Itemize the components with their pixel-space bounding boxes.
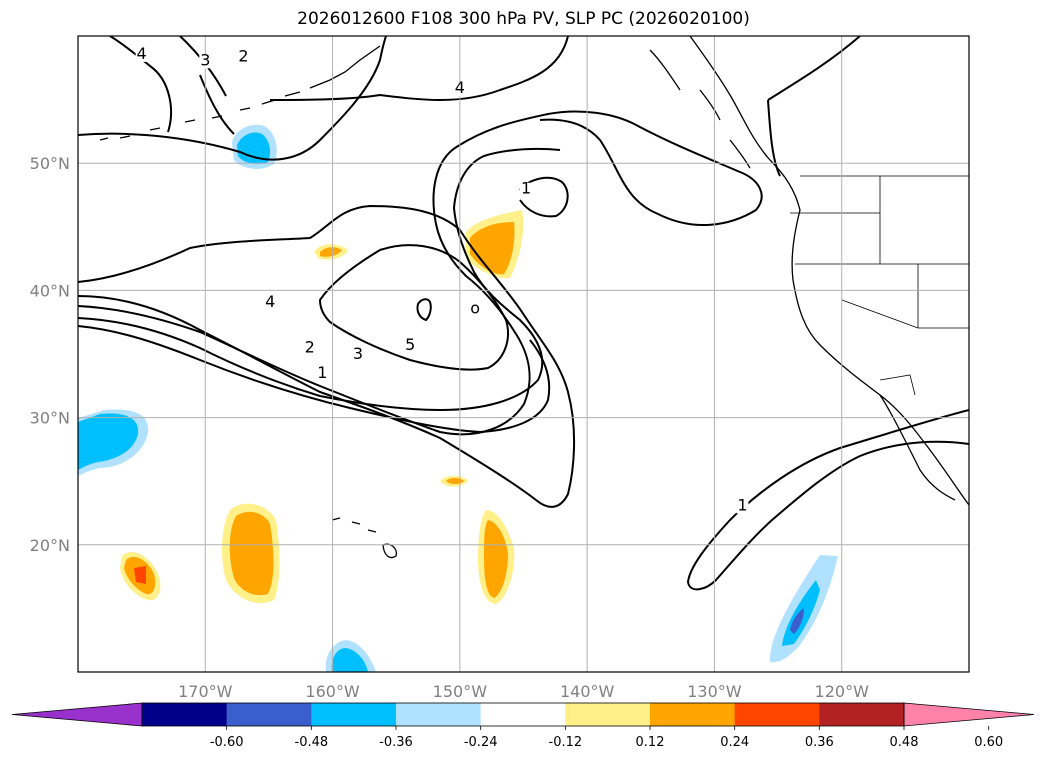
coastline-hawaii: [331, 517, 397, 559]
state-borders: [790, 175, 969, 396]
contour-label-bg: [736, 499, 749, 514]
contour-label-bg: [199, 54, 212, 69]
pv-anomaly-positive: [470, 222, 515, 275]
lon-tick-label: 170°W: [178, 682, 233, 701]
slp-contour: [519, 176, 569, 218]
latitude-labels: 20°N 30°N 40°N 50°N: [30, 154, 70, 555]
contour-label: 1: [737, 495, 747, 514]
slp-contour: [78, 36, 387, 161]
contour-label-bg: [237, 50, 250, 65]
colorbar-bin: [396, 703, 482, 726]
contour-labels: 4 3 2 4 1 4 o 2 3 5 1 1: [135, 44, 749, 514]
coastline-aleutians: [99, 45, 381, 141]
contour-label-bg: [352, 348, 365, 363]
contour-label: o: [470, 298, 480, 317]
contour-label-bg: [303, 341, 316, 356]
colorbar-bin: [819, 703, 905, 726]
colorbar-extend-max: [903, 702, 1035, 727]
colorbar-tick-label: -0.12: [549, 735, 583, 750]
slp-contour: [199, 74, 235, 135]
colorbar-tick-label: 0.12: [636, 735, 665, 750]
contour-label: 1: [521, 179, 531, 198]
colorbar-frame: [141, 702, 905, 727]
contour-label: 4: [265, 292, 275, 311]
colorbar-tick-label: 0.24: [720, 735, 749, 750]
coastline-islands: [649, 49, 751, 169]
contour-label: 1: [317, 363, 327, 382]
slp-contour: [318, 244, 509, 371]
slp-contour: [767, 36, 861, 101]
contour-label-bg: [404, 339, 417, 354]
contour-label: 5: [405, 335, 415, 354]
contour-label-bg: [453, 82, 466, 97]
colorbar-tick-label: 0.48: [890, 735, 919, 750]
colorbar-bin: [142, 703, 228, 726]
colorbar-bin: [734, 703, 820, 726]
colorbar-tick-label: -0.60: [210, 735, 244, 750]
contour-label: 3: [200, 50, 210, 69]
chart-title: 2026012600 F108 300 hPa PV, SLP PC (2026…: [297, 9, 750, 29]
slp-contour: [767, 99, 781, 177]
contour-label: 2: [305, 338, 315, 357]
slp-contour: [416, 298, 432, 322]
colorbar-tick-label: -0.36: [379, 735, 413, 750]
gridlines: [78, 36, 969, 672]
contour-label: 3: [353, 344, 363, 363]
colorbar-tick-label: 0.36: [805, 735, 834, 750]
lat-tick-label: 20°N: [30, 536, 70, 555]
coastline-north-america: [689, 36, 969, 506]
slp-contour: [78, 110, 763, 436]
colorbar-extend-min: [11, 702, 143, 727]
lon-tick-label: 140°W: [560, 682, 615, 701]
colorbar-bin: [311, 703, 397, 726]
lat-tick-label: 30°N: [30, 409, 70, 428]
contour-label-bg: [264, 295, 277, 310]
pv-anomaly-positive: [229, 511, 274, 596]
contour-label-bg: [469, 302, 482, 317]
pv-shading: [78, 124, 838, 672]
slp-contour: [109, 36, 172, 133]
slp-contour: [269, 36, 569, 101]
slp-contour: [78, 147, 561, 412]
lon-tick-label: 130°W: [687, 682, 742, 701]
colorbar-bin: [650, 703, 736, 726]
colorbar-bin: [565, 703, 651, 726]
slp-contour: [78, 204, 576, 508]
lon-tick-label: 120°W: [815, 682, 870, 701]
pv-anomaly-negative: [790, 608, 804, 634]
contour-label: 2: [238, 46, 248, 65]
contour-label-bg: [135, 47, 148, 62]
longitude-labels: 170°W 160°W 150°W 140°W 130°W 120°W: [178, 682, 869, 701]
lon-tick-label: 160°W: [305, 682, 360, 701]
pv-anomaly-negative: [78, 413, 139, 470]
colorbar-tick-label: -0.24: [464, 735, 498, 750]
pv-anomaly-negative: [331, 648, 368, 672]
colorbar-bin: [480, 703, 566, 726]
pv-anomaly-positive: [320, 247, 342, 257]
colorbar-tick-label: -0.48: [295, 735, 329, 750]
map-frame: [77, 35, 970, 673]
slp-contour: [78, 325, 551, 434]
lat-tick-label: 40°N: [30, 281, 70, 300]
pv-anomaly-negative: [237, 132, 270, 164]
colorbar-tick-label: 0.60: [974, 735, 1003, 750]
slp-contours: [78, 36, 969, 591]
pv-anomaly-positive: [134, 566, 146, 584]
contour-label: 4: [455, 78, 465, 97]
contour-label-bg: [316, 367, 329, 382]
contour-label: 4: [137, 44, 147, 63]
pv-anomaly-positive: [484, 520, 508, 598]
colorbar-bin: [226, 703, 312, 726]
slp-contour: [686, 409, 969, 591]
coastline-baja: [879, 394, 956, 501]
coastlines: [99, 36, 969, 559]
lat-tick-label: 50°N: [30, 154, 70, 173]
contour-label-bg: [520, 182, 533, 197]
lon-tick-label: 150°W: [433, 682, 488, 701]
colorbar: -0.60 -0.48 -0.36 -0.24 -0.12 0.12 0.24 0.36 0.4…: [11, 702, 1035, 750]
